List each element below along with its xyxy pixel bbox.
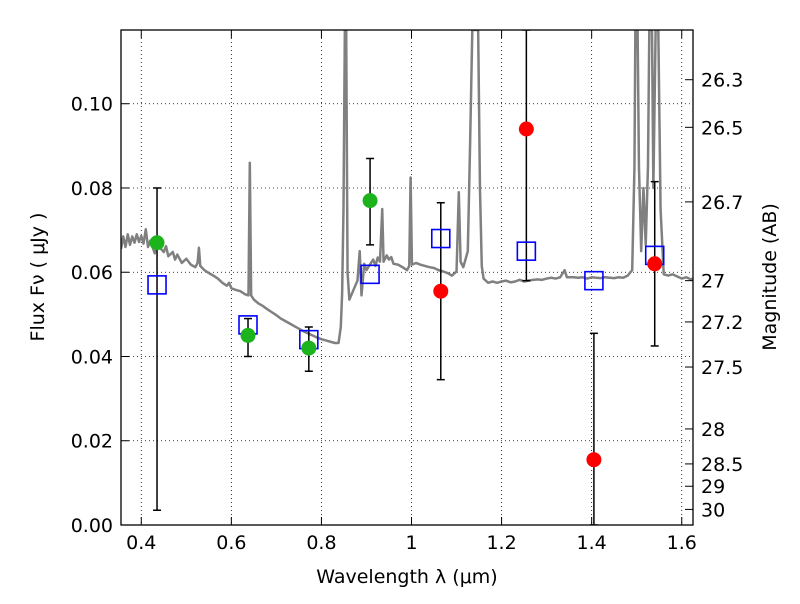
magnitude-tick-label: 26.5 [701,117,743,139]
magnitude-tick-label: 27.2 [701,312,743,334]
observed-photometry-point [647,256,663,272]
model-photometry-square [430,228,451,249]
observed-photometry-point [240,327,256,343]
y-tick-label: 0.10 [71,94,113,116]
axes-layer: 0.4 0.6 0.8 1 1.2 1.4 1.6 0.00 0.02 0.04 0.06 0.08 0… [71,30,743,554]
observed-photometry-point [362,193,378,209]
plot-frame [120,29,694,526]
magnitude-tick-label: 29 [701,476,725,498]
y-tick-label: 0.08 [71,178,113,200]
model-photometry-square [584,270,604,291]
magnitude-tick-label: 27 [701,271,725,293]
magnitude-tick-label: 26.7 [701,192,743,214]
magnitude-tick-label: 30 [701,499,725,521]
plot-area [121,30,693,525]
x-tick-label: 1 [405,532,417,554]
model-photometry-square [147,275,167,295]
x-tick-label: 1.6 [667,532,697,554]
observed-photometry-point [518,121,534,137]
x-tick-label: 0.8 [306,532,336,554]
magnitude-tick-label: 26.3 [701,70,743,92]
magnitude-tick-label: 28 [701,419,725,441]
x-tick-label: 1.2 [486,532,516,554]
magnitude-tick-label: 28.5 [701,454,743,476]
magnitude-tick-label: 27.5 [701,357,743,379]
x-axis-title: Wavelength λ (μm) [316,566,497,588]
y-tick-label: 0.04 [71,346,113,368]
y-axis-title: Flux Fν ( μJy ) [27,213,49,342]
y2-axis-title: Magnitude (AB) [759,203,781,351]
y-tick-label: 0.02 [71,431,113,453]
model-spectrum-line [121,30,693,345]
observed-photometry-point [301,340,317,356]
observed-photometry-point [433,283,449,299]
model-photometry-square [516,241,537,261]
observed-photometry-point [149,235,165,251]
y-tick-label: 0.00 [71,515,113,537]
x-tick-label: 0.6 [216,532,246,554]
observed-photometry-point [586,452,602,468]
x-tick-label: 0.4 [126,532,156,554]
y-tick-label: 0.06 [71,262,113,284]
model-photometry-square [360,264,380,285]
x-tick-label: 1.4 [577,532,607,554]
